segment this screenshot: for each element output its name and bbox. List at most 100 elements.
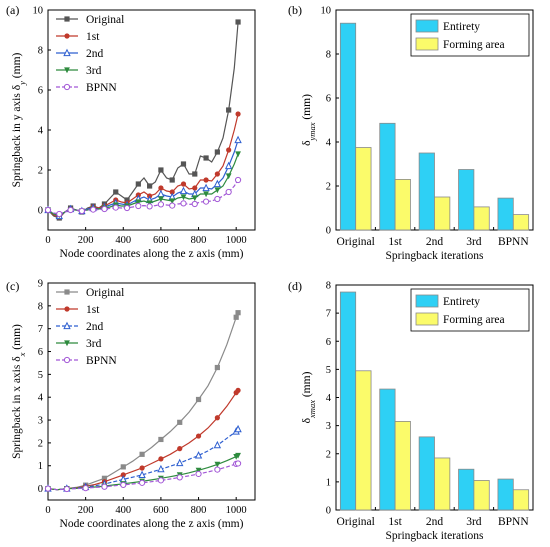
legend-label: 1st xyxy=(86,31,100,43)
legend-label: 1st xyxy=(86,304,100,316)
data-point xyxy=(213,179,222,188)
data-point xyxy=(225,173,232,180)
data-point xyxy=(234,424,242,433)
data-point xyxy=(63,83,71,91)
data-point xyxy=(146,200,153,207)
panel-label: (a) xyxy=(6,3,19,17)
x-tick-label: 1st xyxy=(388,236,402,248)
data-point xyxy=(90,206,97,213)
data-point xyxy=(226,147,232,153)
data-point xyxy=(135,202,142,210)
data-point xyxy=(177,419,183,425)
data-point xyxy=(158,185,164,191)
bar-entirety xyxy=(339,291,357,511)
data-point xyxy=(235,19,241,25)
y-tick-label: 0 xyxy=(326,226,331,237)
data-point xyxy=(64,16,70,22)
legend-entry: Entirety xyxy=(415,294,480,308)
data-point xyxy=(214,461,221,468)
data-point xyxy=(234,460,242,467)
data-point xyxy=(120,464,126,470)
panel-b: (b) 0 2 4 6 8 10 Original 1st 2nd 3rd BPNN Springbac… xyxy=(288,3,534,262)
bar-forming-area xyxy=(473,206,490,231)
x-axis-label: Springback iterations xyxy=(385,250,484,262)
data-point xyxy=(158,456,164,462)
x-tick-label: 3rd xyxy=(466,516,482,528)
y-tick-label: 2 xyxy=(38,166,43,177)
legend-swatch xyxy=(415,19,439,33)
data-point xyxy=(44,485,52,492)
legend-swatch xyxy=(415,294,439,308)
y-axis-label: Springback in y axis δy (mm) xyxy=(11,52,27,187)
legend-entry: BPNN xyxy=(56,82,117,94)
data-point xyxy=(64,33,70,39)
data-point xyxy=(213,440,222,449)
data-point xyxy=(147,183,153,189)
bar-forming-area xyxy=(394,421,411,511)
data-point xyxy=(235,452,241,459)
y-tick-label: 6 xyxy=(326,94,331,105)
plot-frame xyxy=(47,9,256,231)
legend-label: BPNN xyxy=(86,82,117,94)
plot-frame xyxy=(47,282,256,501)
data-point xyxy=(157,201,165,208)
bar-entirety xyxy=(418,436,435,511)
y-tick-label: 4 xyxy=(326,393,332,404)
y-tick-label: 6 xyxy=(326,337,331,348)
legend-entry: 2nd xyxy=(56,321,104,333)
x-tick-label: BPNN xyxy=(498,236,529,248)
x-tick-label: BPNN xyxy=(498,516,529,528)
bar-entirety xyxy=(379,388,396,511)
data-point xyxy=(169,198,176,205)
data-point xyxy=(203,191,209,198)
data-point xyxy=(169,189,175,195)
y-axis-label: Springback in x axis δx (mm) xyxy=(11,324,27,459)
y-tick-label: 1 xyxy=(38,461,43,472)
bar-entirety xyxy=(379,122,396,231)
legend-label: Original xyxy=(86,14,124,26)
x-tick-label: 400 xyxy=(115,505,131,516)
series-bpnn xyxy=(44,460,242,493)
data-point xyxy=(64,340,70,347)
data-point xyxy=(123,204,131,212)
data-point xyxy=(235,111,241,117)
legend-entry: 3rd xyxy=(56,338,102,350)
data-point xyxy=(234,135,242,144)
y-tick-label: 3 xyxy=(326,421,331,432)
data-point xyxy=(63,48,71,57)
legend-entry: Forming area xyxy=(415,37,505,51)
y-tick-label: 0 xyxy=(38,206,43,217)
data-point xyxy=(101,483,108,490)
y-tick-label: 3 xyxy=(38,416,43,427)
bar-forming-area xyxy=(394,178,411,231)
series-original xyxy=(45,19,241,221)
panel-label: (d) xyxy=(288,279,302,293)
panel-d: (d) 0 1 2 3 4 5 6 7 8 Original 1st 2nd 3rd BPNN Springb… xyxy=(288,279,534,542)
y-axis-label: δymax (mm) xyxy=(301,94,317,146)
y-axis-label: δxmax (mm) xyxy=(301,371,317,423)
legend-label: 3rd xyxy=(86,338,102,350)
data-point xyxy=(78,207,85,215)
series-original xyxy=(45,310,241,492)
data-point xyxy=(179,186,188,195)
data-point xyxy=(225,188,232,196)
data-point xyxy=(169,202,176,209)
bar-entirety xyxy=(458,169,475,231)
x-tick-label: 3rd xyxy=(466,236,482,248)
data-point xyxy=(191,195,198,202)
data-point xyxy=(214,149,220,155)
data-point xyxy=(192,185,198,191)
legend-entry: 1st xyxy=(56,31,100,43)
y-tick-label: 5 xyxy=(326,365,331,376)
bar-entirety xyxy=(418,152,435,231)
data-point xyxy=(101,475,108,481)
data-point xyxy=(64,289,70,295)
data-point xyxy=(158,167,164,173)
y-tick-label: 9 xyxy=(38,279,43,290)
legend-label: 3rd xyxy=(86,65,102,77)
data-point xyxy=(101,205,108,213)
x-tick-label: 400 xyxy=(115,235,131,246)
data-point xyxy=(44,206,52,214)
x-tick-label: 2nd xyxy=(426,236,444,248)
